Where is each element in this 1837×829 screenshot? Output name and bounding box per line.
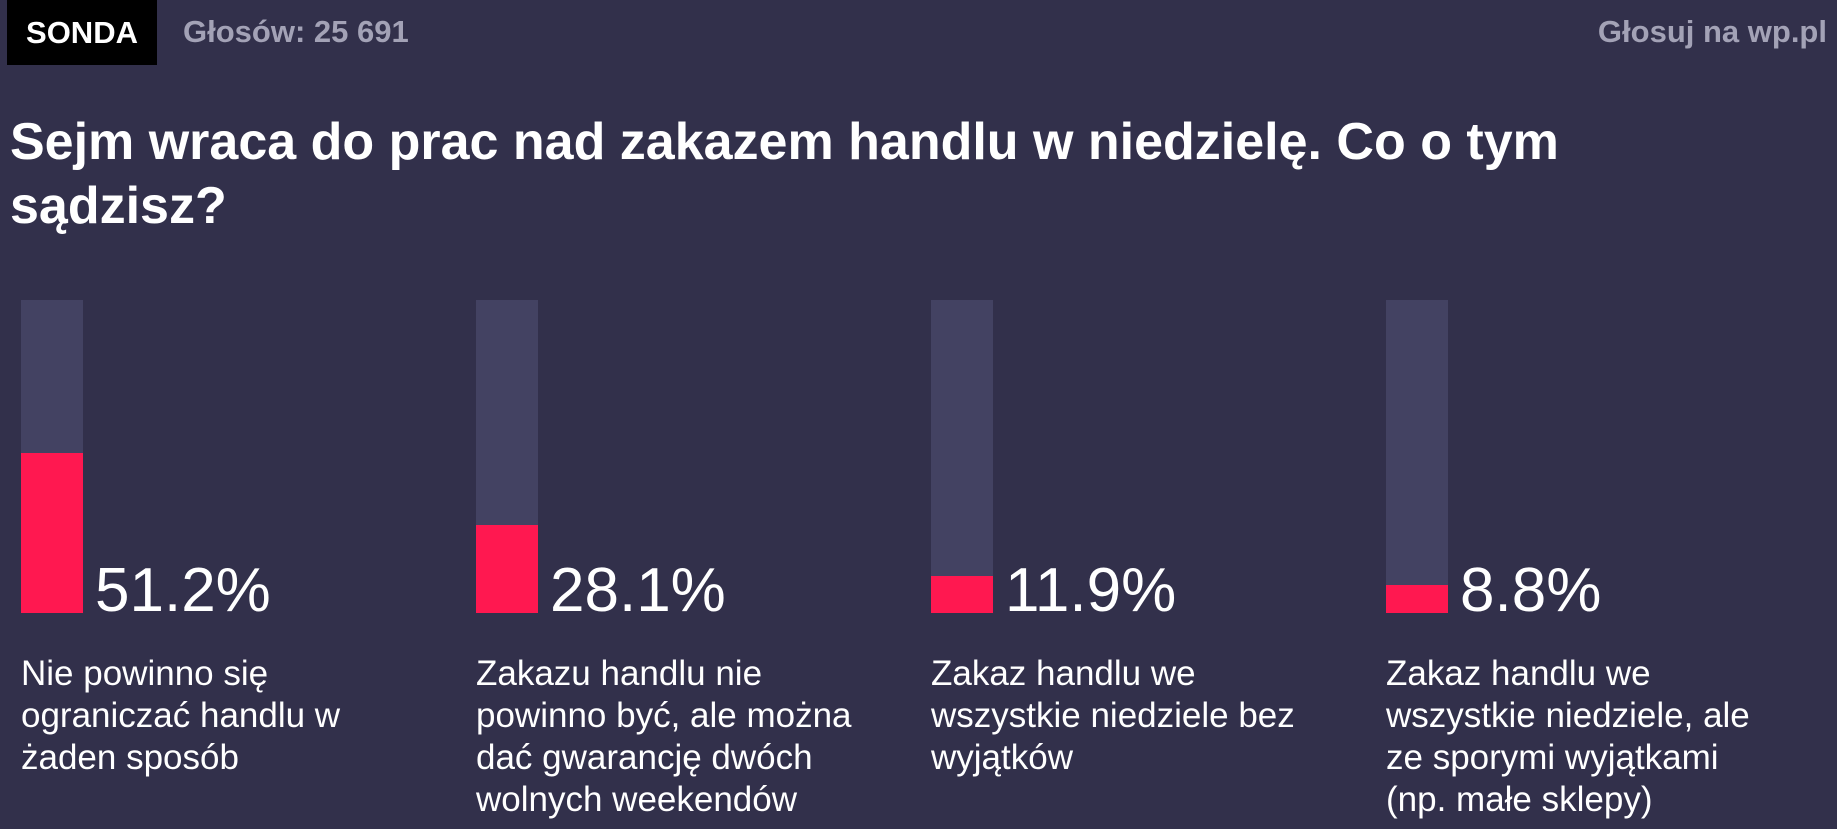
- percent-label: 8.8%: [1460, 556, 1602, 625]
- poll-option: 8.8% Zakaz handlu we wszystkie niedziele…: [1375, 300, 1795, 829]
- percent-label: 28.1%: [550, 556, 726, 625]
- percent-label: 51.2%: [95, 556, 271, 625]
- vote-on-wp-link[interactable]: Głosuj na wp.pl: [1597, 14, 1827, 49]
- percent-label: 11.9%: [1005, 556, 1177, 625]
- bar-fill: [21, 453, 83, 613]
- bar-track: [1386, 300, 1448, 613]
- sonda-badge: SONDA: [7, 0, 157, 65]
- option-label: Zakaz handlu we wszystkie niedziele bez …: [931, 654, 1295, 777]
- option-label: Nie powinno się ograniczać handlu w żade…: [21, 654, 341, 777]
- bar-fill: [931, 576, 993, 613]
- poll-question: Sejm wraca do prac nad zakazem handlu w …: [10, 113, 1559, 235]
- poll-option: 51.2% Nie powinno się ograniczać handlu …: [10, 300, 430, 829]
- poll-option: 11.9% Zakaz handlu we wszystkie niedziel…: [920, 300, 1340, 829]
- poll-option: 28.1% Zakazu handlu nie powinno być, ale…: [465, 300, 885, 829]
- bar-fill: [476, 525, 538, 613]
- bar-track: [21, 300, 83, 613]
- bar-fill: [1386, 585, 1448, 613]
- option-label: Zakaz handlu we wszystkie niedziele, ale…: [1386, 654, 1750, 819]
- option-label: Zakazu handlu nie powinno być, ale można…: [476, 654, 852, 819]
- bar-track: [476, 300, 538, 613]
- vote-count: Głosów: 25 691: [183, 14, 409, 49]
- bar-track: [931, 300, 993, 613]
